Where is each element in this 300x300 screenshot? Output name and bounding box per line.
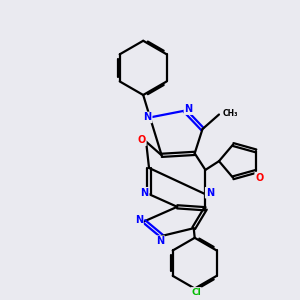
Text: O: O bbox=[138, 135, 146, 145]
Text: N: N bbox=[156, 236, 164, 246]
Text: CH₃: CH₃ bbox=[223, 109, 238, 118]
Text: N: N bbox=[206, 188, 214, 198]
Text: N: N bbox=[135, 215, 143, 225]
Text: Cl: Cl bbox=[191, 288, 201, 297]
Text: N: N bbox=[144, 112, 152, 122]
Text: N: N bbox=[141, 188, 149, 198]
Text: N: N bbox=[184, 104, 193, 114]
Text: O: O bbox=[255, 173, 263, 183]
